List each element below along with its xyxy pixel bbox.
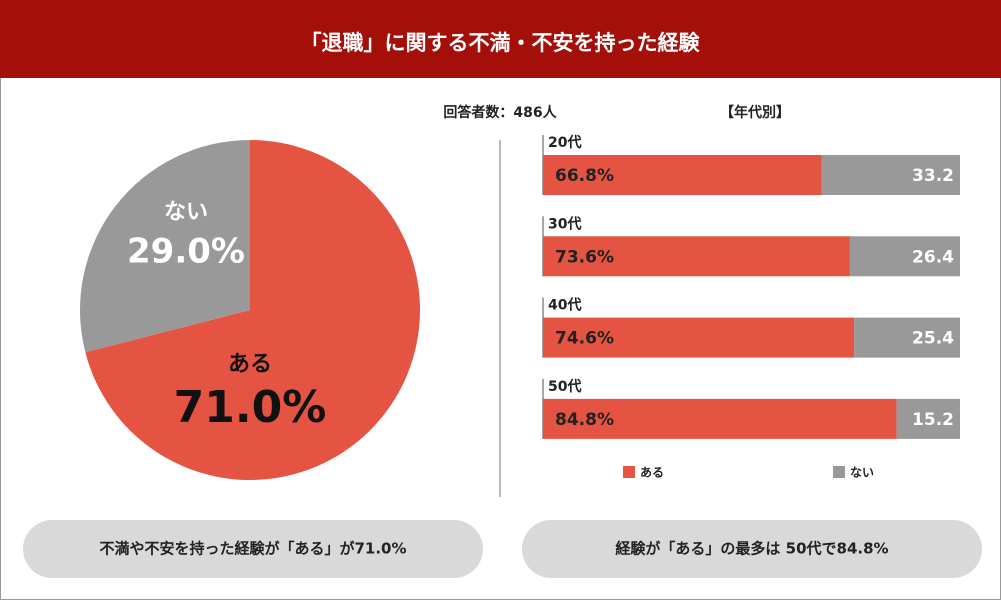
category-label: 30代 xyxy=(548,215,581,232)
bar-value-label: 66.8% xyxy=(555,166,614,186)
legend-label: ある xyxy=(640,466,664,480)
page-title: 「退職」に関する不満・不安を持った経験 xyxy=(301,31,701,55)
bar-title: 【年代別】 xyxy=(720,104,790,121)
bar-value-label: 84.8% xyxy=(555,410,614,430)
legend-swatch xyxy=(833,466,845,478)
bar-segment xyxy=(543,398,897,439)
bar-value-label: 26.4 xyxy=(912,247,954,267)
category-label: 40代 xyxy=(548,297,581,314)
bar-segment xyxy=(543,236,850,277)
legend-swatch xyxy=(623,466,635,478)
bar-segment xyxy=(854,317,960,358)
pie-slice xyxy=(80,140,250,353)
slice-category: ない xyxy=(164,200,208,225)
bar-segment xyxy=(543,155,822,195)
category-label: 20代 xyxy=(548,134,581,151)
category-label: 50代 xyxy=(548,378,581,395)
bar-segment xyxy=(896,398,960,439)
slice-value-label: 71.0% xyxy=(174,382,327,433)
callout-text: 不満や不安を持った経験が「ある」が71.0% xyxy=(99,540,406,558)
slice-value-label: 29.0% xyxy=(127,232,245,272)
bar-value-label: 73.6% xyxy=(555,247,614,267)
bar-segment xyxy=(849,236,960,277)
legend-label: ない xyxy=(850,466,874,480)
bar-value-label: 74.6% xyxy=(555,329,614,349)
callout-pill xyxy=(23,520,483,578)
bar-value-label: 25.4 xyxy=(912,329,954,349)
bar-value-label: 15.2 xyxy=(912,410,954,430)
respondents: 回答者数：486人 xyxy=(443,104,557,121)
bar-value-label: 33.2 xyxy=(912,166,954,186)
callout-pill xyxy=(522,520,982,578)
header-band xyxy=(0,0,1001,78)
bar-segment xyxy=(821,155,960,195)
bar-segment xyxy=(543,317,855,358)
callout-text: 経験が「ある」の最多は 50代で84.8% xyxy=(615,540,888,558)
slice-category: ある xyxy=(228,352,272,377)
pie-slice xyxy=(85,140,420,480)
